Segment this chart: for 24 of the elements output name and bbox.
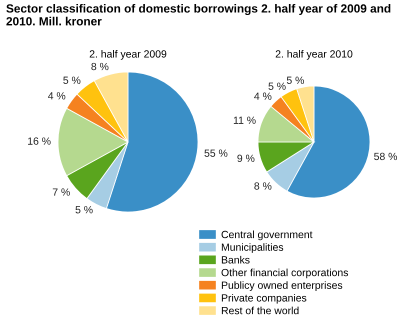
data-label: 4 %	[48, 92, 66, 100]
legend-label: Central government	[222, 230, 312, 240]
data-label: 5 %	[286, 76, 304, 84]
chart-subtitle: 2. half year 2010	[276, 50, 352, 60]
legend-label: Rest of the world	[222, 306, 299, 314]
legend-label: Banks	[222, 256, 250, 264]
data-label: 11 %	[234, 116, 256, 124]
legend-label: Municipalities	[222, 243, 284, 253]
data-label: 8 %	[91, 62, 108, 70]
data-label: 5 %	[76, 206, 93, 214]
chart-title: Sector classification of domestic borrowings 2. half year of 2009 and 2010. Mill. kroner	[6, 4, 390, 26]
data-label: 7 %	[52, 188, 70, 196]
data-label: 4 %	[254, 92, 272, 100]
legend-label: Other financial corporations	[222, 268, 348, 278]
data-label: 58 %	[374, 152, 398, 160]
data-label: 16 %	[28, 137, 51, 145]
data-label: 8 %	[254, 182, 272, 190]
legend-label: Private companies	[222, 294, 306, 304]
data-label: 5 %	[268, 82, 286, 90]
data-label: 5 %	[63, 76, 80, 84]
data-label: 55 %	[204, 150, 228, 157]
chart-subtitle: 2. half year 2009	[90, 50, 166, 60]
data-label: 9 %	[237, 154, 254, 162]
legend-label: Publicy owned enterprises	[222, 281, 342, 291]
